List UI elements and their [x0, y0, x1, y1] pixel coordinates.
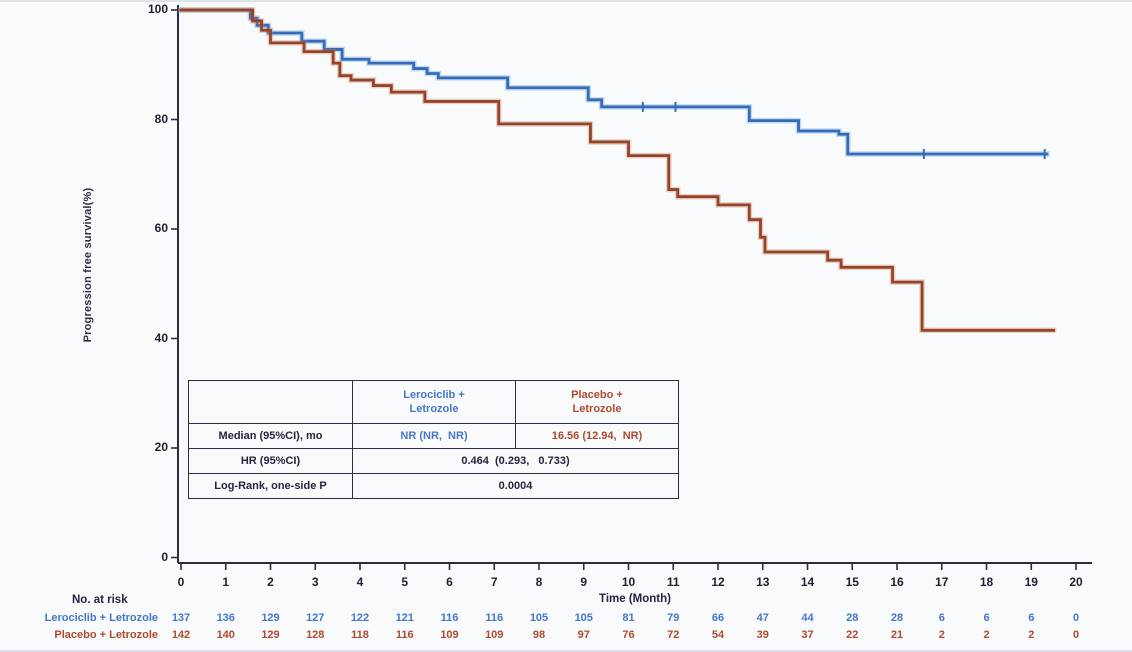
x-tick-label: 3: [311, 575, 319, 589]
risk-value: 137: [171, 612, 191, 624]
x-tick-label: 4: [356, 575, 364, 589]
risk-value: 0: [1072, 612, 1080, 624]
stats-hr-row: HR (95%CI) 0.464 (0.293, 0.733): [188, 448, 679, 474]
x-tick-label: 13: [756, 575, 770, 589]
median-label: Median (95%CI), mo: [188, 423, 353, 449]
x-tick-label: 5: [401, 575, 409, 589]
series-halo-0: [178, 7, 1050, 157]
risk-value: 72: [667, 629, 680, 641]
risk-value: 81: [622, 612, 635, 624]
risk-value: 121: [395, 612, 414, 624]
x-tick-label: 17: [935, 575, 949, 589]
risk-value: 44: [801, 612, 814, 624]
y-tick-label: 40: [154, 330, 168, 345]
risk-value: 21: [890, 629, 904, 641]
x-tick-label: 1: [222, 575, 230, 589]
risk-value: 0: [1072, 629, 1080, 641]
risk-value: 109: [440, 629, 459, 641]
logrank-label: Log-Rank, one-side P: [188, 473, 353, 499]
risk-value: 118: [351, 629, 369, 641]
top-edge-divider: [0, 0, 1132, 2]
x-tick-label: 7: [490, 575, 498, 589]
x-tick-label: 16: [890, 575, 904, 589]
risk-value: 116: [440, 612, 459, 624]
series-line-1: [179, 8, 1056, 332]
risk-value: 54: [711, 629, 725, 641]
bottom-edge-divider: [0, 650, 1132, 652]
y-tick-label: 20: [154, 440, 168, 454]
risk-value: 2: [938, 629, 945, 641]
series-line-0: [179, 8, 1049, 156]
hr-label: HR (95%CI): [188, 448, 353, 474]
y-tick-label: 100: [147, 2, 168, 16]
risk-value: 116: [485, 612, 504, 624]
risk-value: 109: [485, 629, 504, 641]
x-tick-label: 0: [177, 575, 185, 589]
risk-value: 66: [711, 612, 725, 624]
x-tick-label: 8: [535, 575, 543, 589]
risk-value: 136: [216, 612, 235, 624]
y-tick-label: 0: [161, 549, 168, 564]
stats-header-placebo: Placebo + Letrozole: [515, 380, 679, 424]
median-lerociclib-value: NR (NR, NR): [352, 423, 516, 449]
risk-value: 22: [846, 629, 859, 641]
y-tick-label: 80: [154, 111, 168, 126]
stats-table: Lerociclib + Letrozole Placebo + Letrozo…: [188, 380, 679, 499]
risk-value: 39: [756, 629, 769, 641]
stats-logrank-row: Log-Rank, one-side P 0.0004: [188, 473, 679, 499]
x-tick-label: 11: [666, 575, 680, 589]
x-tick-label: 19: [1024, 575, 1038, 589]
median-placebo-value: 16.56 (12.94, NR): [515, 423, 679, 449]
y-axis-label: Progression free survival(%): [82, 187, 94, 343]
risk-row-label-lerociclib: Lerociclib + Letrozole: [44, 612, 158, 624]
risk-value: 6: [983, 612, 990, 624]
risk-value: 28: [890, 612, 904, 624]
stats-header-lerociclib: Lerociclib + Letrozole: [352, 380, 516, 424]
hr-value: 0.464 (0.293, 0.733): [352, 448, 679, 474]
x-tick-label: 6: [446, 575, 453, 589]
risk-value: 129: [261, 612, 280, 624]
risk-value: 2: [1028, 629, 1035, 641]
stats-header-row: Lerociclib + Letrozole Placebo + Letrozo…: [188, 380, 679, 424]
x-tick-label: 14: [800, 575, 815, 589]
risk-value: 140: [216, 629, 235, 641]
x-tick-label: 9: [580, 575, 588, 589]
risk-value: 122: [350, 612, 370, 624]
stats-median-row: Median (95%CI), mo NR (NR, NR) 16.56 (12…: [188, 423, 679, 449]
risk-value: 2: [983, 629, 990, 641]
risk-value: 37: [801, 629, 814, 641]
stats-header-empty: [188, 380, 353, 424]
y-tick-label: 60: [154, 221, 168, 235]
x-tick-label: 12: [711, 575, 725, 589]
risk-value: 105: [574, 612, 593, 624]
risk-value: 98: [532, 629, 546, 641]
risk-value: 76: [622, 629, 635, 641]
risk-table-title: No. at risk: [72, 594, 128, 606]
risk-value: 79: [667, 612, 680, 624]
risk-value: 6: [1028, 612, 1035, 624]
risk-value: 142: [171, 629, 191, 641]
risk-value: 105: [529, 612, 549, 624]
x-tick-label: 18: [979, 575, 994, 589]
x-tick-label: 10: [621, 575, 636, 589]
risk-row-label-placebo: Placebo + Letrozole: [54, 629, 158, 641]
risk-value: 129: [261, 629, 280, 641]
logrank-value: 0.0004: [352, 473, 679, 499]
risk-value: 28: [846, 612, 859, 624]
risk-value: 116: [395, 629, 414, 641]
risk-value: 128: [306, 629, 325, 641]
x-tick-label: 20: [1069, 575, 1083, 589]
x-tick-label: 2: [267, 575, 274, 589]
risk-value: 127: [306, 612, 325, 624]
risk-value: 47: [756, 612, 769, 624]
risk-value: 97: [577, 629, 590, 641]
risk-value: 6: [938, 612, 945, 624]
x-axis-label: Time (Month): [599, 593, 671, 605]
x-tick-label: 15: [845, 575, 859, 589]
